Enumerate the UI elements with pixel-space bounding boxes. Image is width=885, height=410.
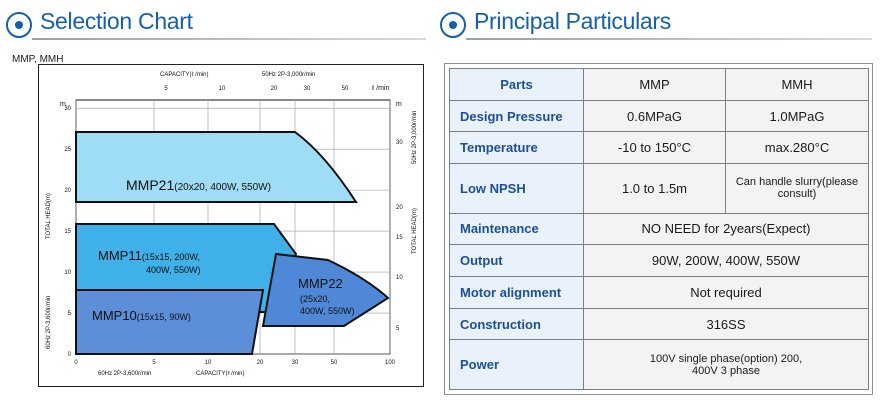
right-tick-label: 20: [396, 205, 403, 211]
shared-value: Not required: [583, 276, 869, 309]
region-mmp22: [261, 252, 390, 327]
top-axis-note: 50Hz 2P-3,000r/min: [262, 72, 315, 78]
bottom-tick-label: 0: [74, 360, 78, 366]
table-row: Low NPSH 1.0 to 1.5m Can handle slurry(p…: [449, 163, 869, 214]
left-tick-label: 10: [64, 270, 71, 276]
bottom-axis-ticks: 0 5 10 20 30 50 100: [74, 360, 395, 366]
top-axis-title: CAPACITY(ℓ /min): [160, 71, 209, 78]
right-axis-ticks: 5 10 15 20 30: [396, 140, 403, 332]
right-axis-unit: m: [396, 101, 402, 108]
spec-table-frame: [444, 63, 873, 395]
top-axis-ticks: 5 10 20 30 50: [164, 86, 349, 92]
left-axis-ticks: 0 5 10 15 20 25 30: [64, 106, 71, 358]
row-label: Maintenance: [449, 212, 584, 246]
left-tick-label: 30: [64, 106, 71, 112]
right-tick-label: 10: [396, 275, 403, 281]
top-tick-label: 30: [304, 86, 311, 92]
left-tick-label: 20: [64, 188, 71, 194]
mmp22-label: MMP22: [298, 276, 343, 291]
shared-value: NO NEED for 2years(Expect): [583, 212, 869, 246]
bottom-tick-label: 50: [331, 360, 338, 366]
table-row: Power 100V single phase(option) 200, 400…: [449, 339, 869, 390]
header-divider: [466, 38, 872, 40]
table-row: Maintenance NO NEED for 2years(Expect): [449, 212, 869, 246]
chart-frame: [38, 64, 424, 387]
mmh-value: 1.0MPaG: [725, 99, 869, 133]
selection-chart-title: Selection Chart: [40, 8, 193, 34]
left-axis-title2: TOTAL HEAD(m): [46, 193, 52, 239]
bottom-axis-note: 60Hz 2P-3,600r/min: [98, 371, 151, 377]
top-tick-label: 5: [164, 86, 168, 92]
bottom-tick-label: 20: [257, 360, 264, 366]
row-label: Power: [449, 339, 584, 390]
model-label: MMP, MMH: [12, 54, 64, 65]
mmp10-label: MMP10(15x15, 90W): [92, 308, 191, 323]
left-tick-label: 5: [68, 311, 72, 317]
row-label: Motor alignment: [449, 276, 584, 309]
table-header-row: Parts MMP MMH: [449, 68, 869, 101]
principal-particulars-table: Parts MMP MMH Design Pressure 0.6MPaG 1.…: [449, 68, 869, 390]
mmp22-label-line2: (25x20,: [300, 294, 330, 304]
header-mmh: MMH: [725, 68, 869, 101]
mmp11-label: MMP11(15x15, 200W,: [98, 248, 200, 263]
table-row: Motor alignment Not required: [449, 276, 869, 309]
shared-value: 100V single phase(option) 200, 400V 3 ph…: [583, 339, 869, 390]
mmp22-label-line3: 400W, 550W): [300, 306, 355, 316]
header-divider: [32, 38, 426, 40]
left-axis-title: 60Hz 2P-3,600r/min: [46, 296, 52, 349]
mmh-value: max.280°C: [725, 131, 869, 165]
left-tick-label: 25: [64, 147, 71, 153]
table-row: Temperature -10 to 150°C max.280°C: [449, 131, 869, 165]
bullet-circle-icon: [440, 12, 466, 38]
principal-particulars-title: Principal Particulars: [474, 8, 671, 34]
table-row: Construction 316SS: [449, 307, 869, 341]
principal-particulars-header: Principal Particulars: [440, 8, 872, 42]
region-mmp10: [75, 289, 265, 355]
right-axis-title2: TOTAL HEAD(m): [412, 208, 418, 254]
right-tick-label: 15: [396, 235, 403, 241]
mmp-value: -10 to 150°C: [583, 131, 726, 165]
top-tick-label: 20: [271, 86, 278, 92]
row-label: Temperature: [449, 131, 584, 165]
bottom-tick-label: 5: [152, 360, 156, 366]
right-tick-label: 5: [396, 326, 400, 332]
left-tick-label: 0: [68, 352, 72, 358]
mmp21-label: MMP21(20x20, 400W, 550W): [126, 177, 271, 193]
mmp11-label-line2: 400W, 550W): [146, 265, 201, 275]
left-axis-unit: m: [60, 101, 66, 108]
header-mmp: MMP: [583, 68, 726, 101]
table-row: Output 90W, 200W, 400W, 550W: [449, 244, 869, 278]
top-tick-label: 10: [219, 86, 226, 92]
row-label: Construction: [449, 307, 584, 341]
region-mmp21: [75, 131, 358, 203]
bottom-tick-label: 10: [205, 360, 212, 366]
mmp-value: 1.0 to 1.5m: [583, 163, 726, 214]
mmp-value: 0.6MPaG: [583, 99, 726, 133]
bottom-tick-label: 30: [292, 360, 299, 366]
right-axis-title: 50Hz 2P-3,000r/min: [412, 111, 418, 164]
row-label: Output: [449, 244, 584, 278]
mmh-value: Can handle slurry(please consult): [725, 163, 869, 214]
selection-chart-header: Selection Chart: [6, 8, 426, 42]
selection-chart: CAPACITY(ℓ /min) 50Hz 2P-3,000r/min ℓ /m…: [46, 71, 418, 377]
shared-value: 316SS: [583, 307, 869, 341]
row-label: Low NPSH: [449, 163, 584, 214]
shared-value: 90W, 200W, 400W, 550W: [583, 244, 869, 278]
header-parts: Parts: [449, 68, 584, 101]
table-row: Design Pressure 0.6MPaG 1.0MPaG: [449, 99, 869, 133]
row-label: Design Pressure: [449, 99, 584, 133]
bullet-circle-icon: [6, 12, 32, 38]
bottom-tick-label: 100: [385, 360, 396, 366]
top-axis-unit: ℓ /min: [371, 85, 390, 92]
right-tick-label: 30: [396, 140, 403, 146]
top-tick-label: 50: [342, 86, 349, 92]
bottom-axis-title: CAPACITY(ℓ /min): [196, 370, 245, 377]
left-tick-label: 15: [64, 229, 71, 235]
